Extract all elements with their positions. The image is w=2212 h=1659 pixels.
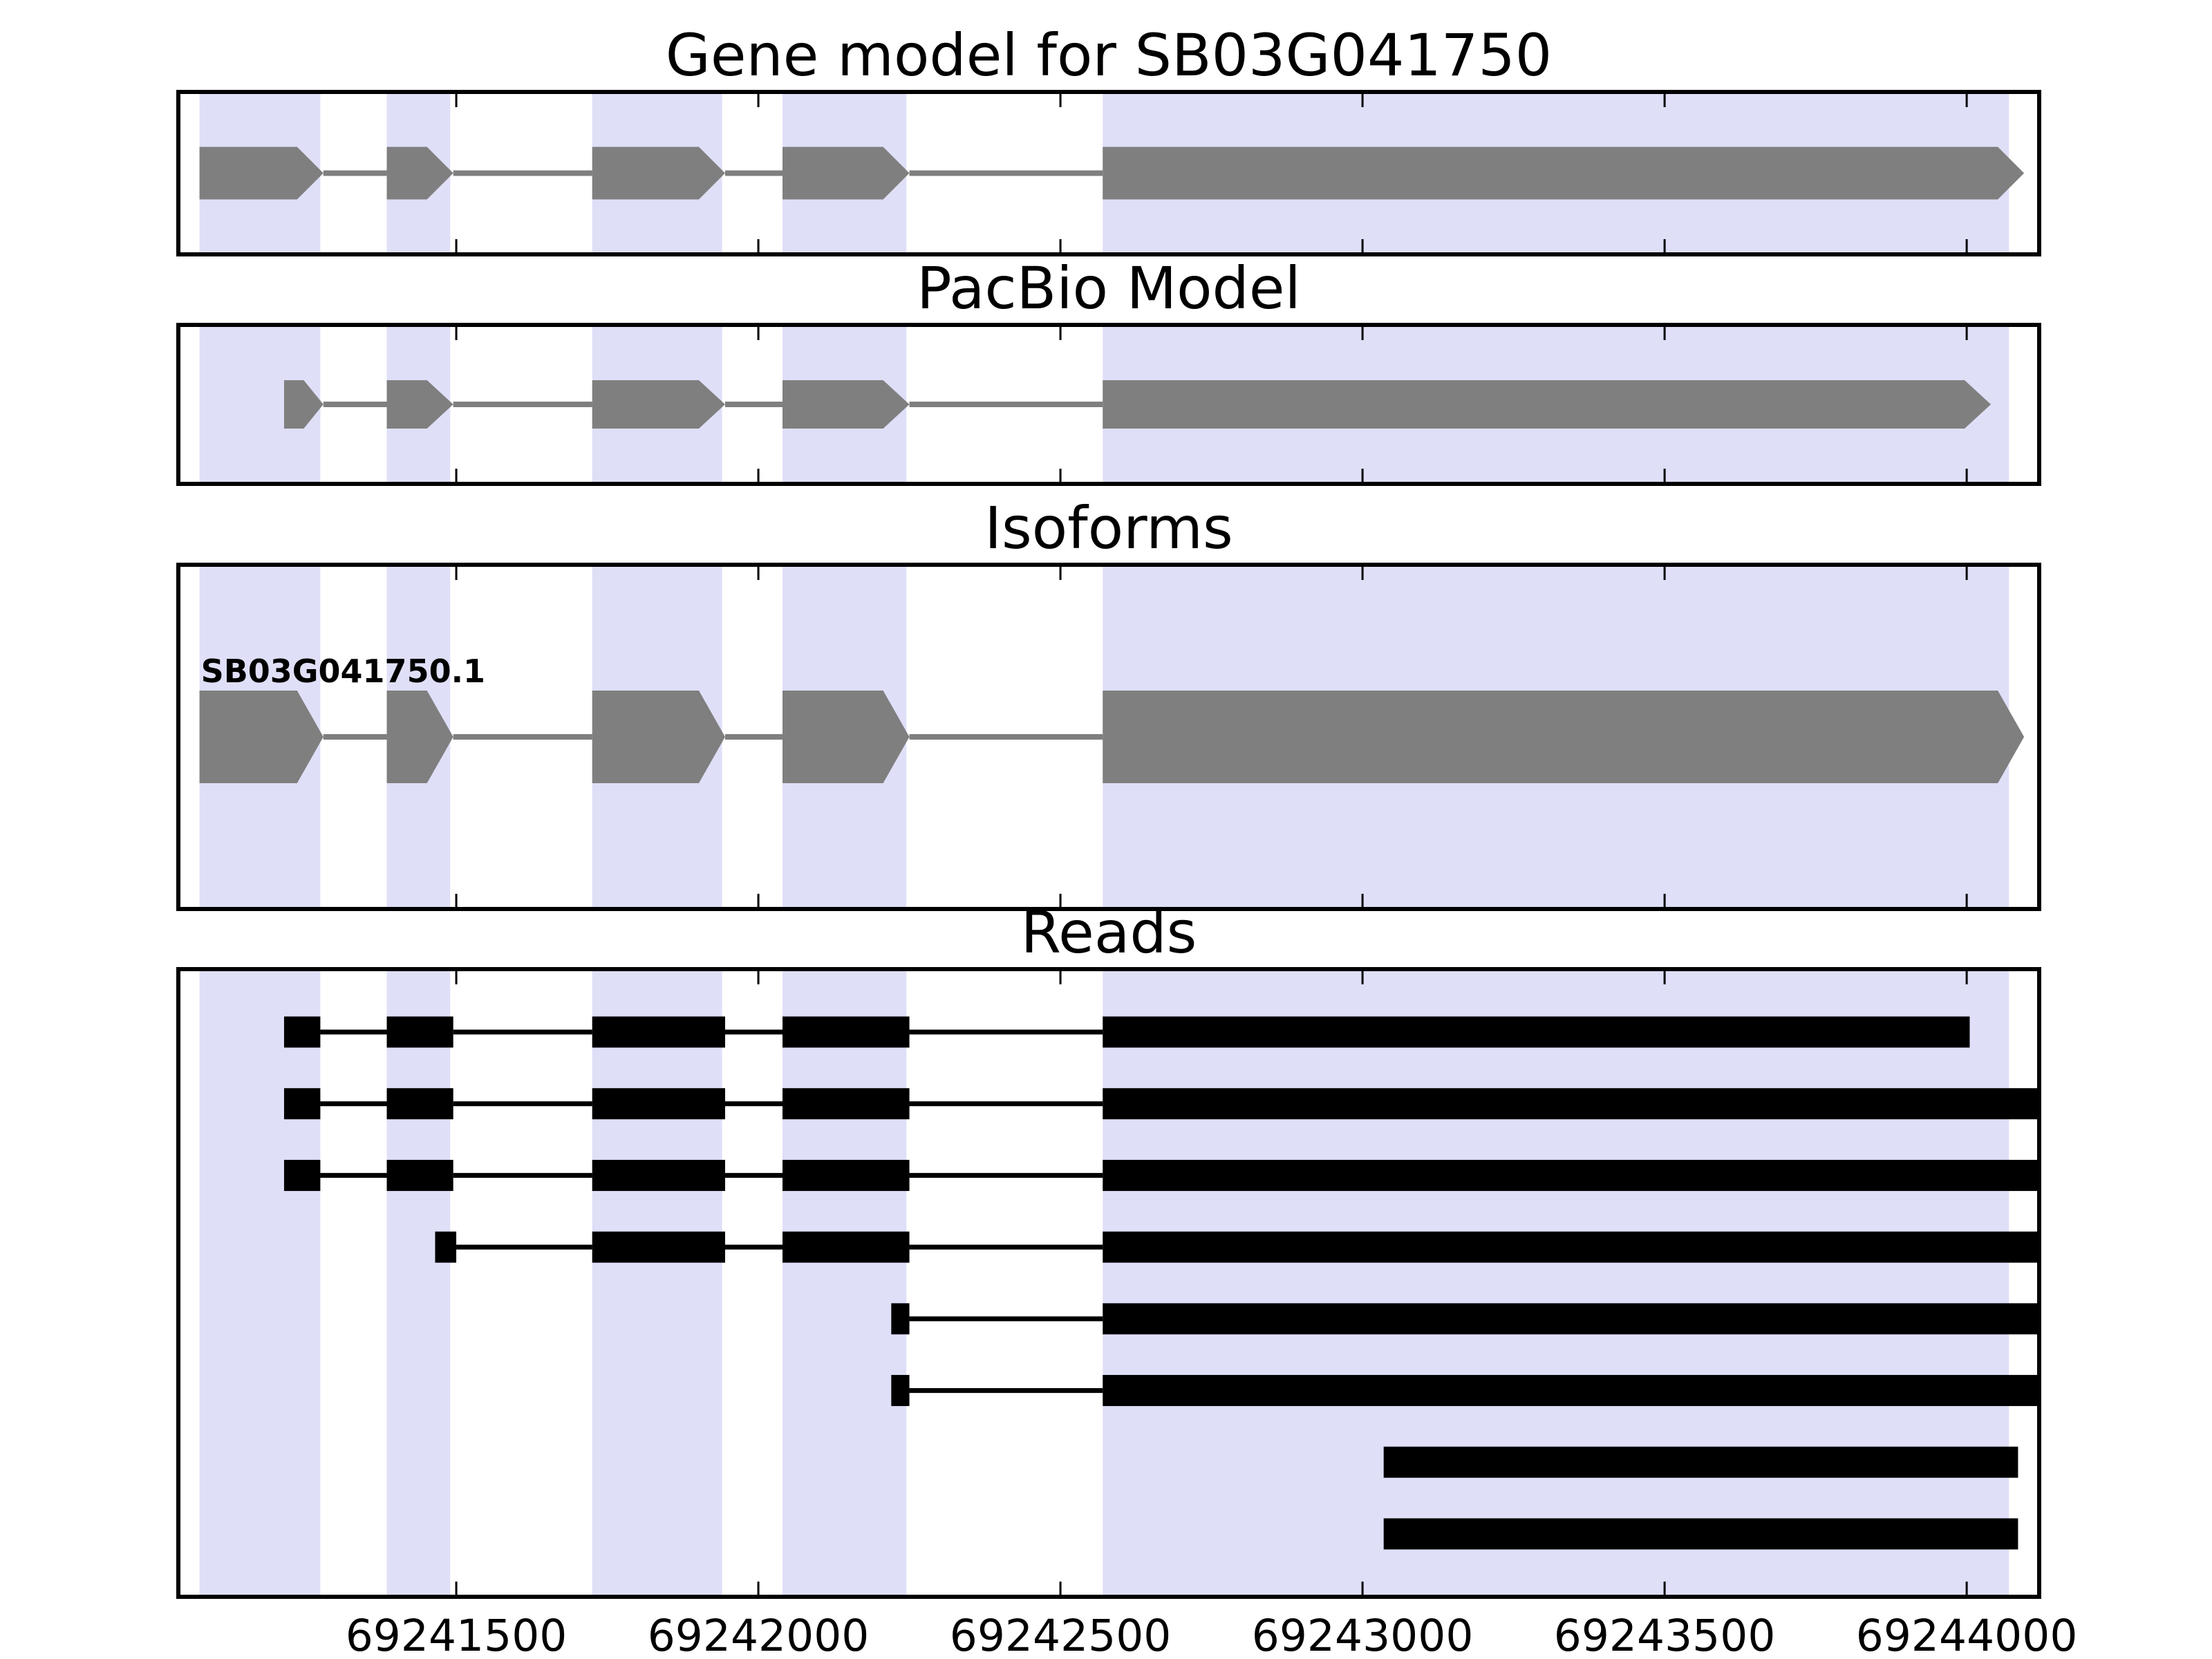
read-block	[782, 1159, 910, 1191]
text-layer: Gene model for SB03G041750 PacBio Model …	[201, 21, 2078, 1659]
read-block	[1103, 1303, 2039, 1335]
read-block	[283, 1016, 321, 1048]
highlight-band	[386, 969, 451, 1597]
exon-shape	[782, 691, 910, 783]
read-block	[592, 1088, 725, 1120]
exon-shape	[386, 380, 453, 429]
axis-tick-label: 69243500	[1554, 1611, 1776, 1659]
highlight-band	[592, 969, 722, 1597]
read-block	[1383, 1518, 2018, 1550]
highlight-band	[782, 969, 907, 1597]
read-block	[1103, 1159, 2039, 1191]
read-block	[592, 1159, 725, 1191]
read-block	[1383, 1446, 2018, 1478]
exon-shape	[1103, 691, 2025, 783]
panel-title-isoforms: Isoforms	[984, 494, 1233, 562]
panel-border	[176, 90, 2041, 256]
panel-content-layer	[199, 147, 2039, 1550]
axis-tick-label: 69241500	[346, 1611, 568, 1659]
read-block	[1103, 1016, 1970, 1048]
read-block	[1103, 1375, 2039, 1407]
axis-ticks-layer	[455, 92, 1968, 1597]
exon-shape	[386, 147, 453, 200]
exon-shape	[782, 147, 910, 200]
read-block	[592, 1231, 725, 1263]
isoform-label: SB03G041750.1	[201, 653, 485, 690]
highlight-band	[1103, 969, 2009, 1597]
exon-shape	[1103, 147, 2025, 200]
read-block	[1103, 1088, 2039, 1120]
read-block	[1103, 1231, 2039, 1263]
panel-title-reads: Reads	[1021, 899, 1197, 966]
axis-tick-label: 69244000	[1856, 1611, 2078, 1659]
read-block	[283, 1088, 321, 1120]
exon-shape	[199, 147, 324, 200]
read-block	[283, 1159, 321, 1191]
highlight-band	[199, 969, 321, 1597]
exon-shape	[782, 380, 910, 429]
exon-shape	[199, 691, 324, 783]
exon-shape	[592, 380, 725, 429]
panel-title-pacbio: PacBio Model	[917, 254, 1301, 322]
read-block	[782, 1231, 910, 1263]
read-block	[386, 1016, 453, 1048]
read-block	[891, 1303, 910, 1335]
panel-title-gene-model: Gene model for SB03G041750	[666, 21, 1552, 89]
panel-border	[176, 323, 2041, 486]
read-block	[782, 1088, 910, 1120]
read-block	[386, 1088, 453, 1120]
panel-border	[176, 967, 2041, 1599]
exon-shape	[592, 147, 725, 200]
read-block	[435, 1231, 457, 1263]
axis-tick-label: 69242000	[648, 1611, 870, 1659]
panel-border	[176, 563, 2041, 911]
axis-tick-label: 69242500	[950, 1611, 1172, 1659]
read-block	[891, 1375, 910, 1407]
panel-borders-layer	[176, 90, 2041, 1599]
exon-shape	[1103, 380, 1991, 429]
read-block	[386, 1159, 453, 1191]
exon-shape	[592, 691, 725, 783]
exon-shape	[386, 691, 453, 783]
read-block	[782, 1016, 910, 1048]
exon-shape	[283, 380, 324, 429]
read-block	[592, 1016, 725, 1048]
axis-tick-label: 69243000	[1252, 1611, 1474, 1659]
